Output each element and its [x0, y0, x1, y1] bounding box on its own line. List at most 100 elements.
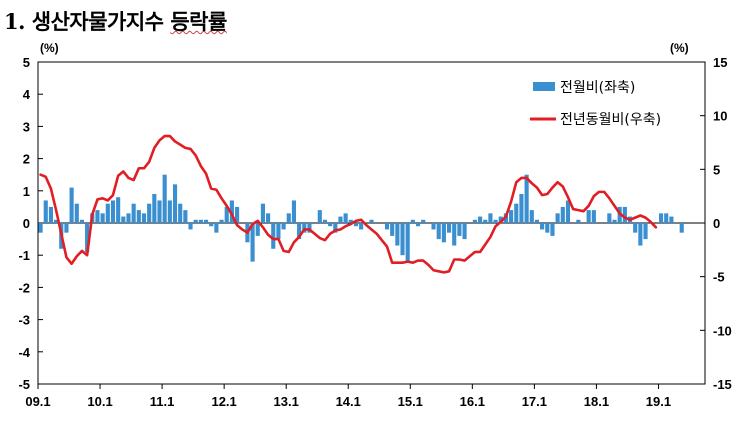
x-tick-label: 09.1	[25, 394, 50, 409]
mom-bar	[266, 213, 271, 223]
mom-bar	[390, 223, 395, 236]
mom-bar	[64, 223, 69, 233]
x-tick-label: 17.1	[522, 394, 547, 409]
chart-title: 1. 생산자물가지수 등락률	[4, 9, 227, 34]
mom-bar	[105, 203, 110, 223]
legend: 전월비(좌축) 전년동월비(우축)	[530, 80, 661, 128]
mom-bar	[555, 213, 560, 223]
mom-bar	[116, 197, 121, 223]
right-axis-unit: (%)	[670, 41, 689, 55]
x-tick-label: 13.1	[274, 394, 299, 409]
x-tick-label: 19.1	[646, 394, 671, 409]
mom-bar	[576, 219, 581, 223]
mom-bar	[353, 223, 359, 227]
yoy-line	[39, 134, 658, 274]
left-axis-unit: (%)	[40, 41, 59, 55]
mom-bar	[286, 213, 291, 223]
legend-label-line: 전년동월비(우축)	[560, 112, 661, 128]
mom-bar	[514, 203, 519, 223]
mom-bar	[121, 216, 126, 223]
mom-bar	[462, 223, 467, 240]
left-tick-label: 0	[23, 216, 30, 231]
mom-bar	[343, 213, 348, 223]
mom-bar	[679, 223, 684, 233]
mom-bar	[85, 223, 90, 252]
mom-bar	[136, 210, 141, 223]
mom-bar	[328, 223, 333, 227]
mom-bar	[488, 213, 493, 223]
left-tick-label: -5	[18, 377, 30, 392]
mom-bar	[441, 223, 446, 243]
mom-bar	[276, 223, 281, 240]
mom-bar	[607, 213, 612, 223]
x-tick-label: 10.1	[87, 394, 112, 409]
mom-bar	[664, 213, 669, 223]
mom-bar	[643, 223, 648, 240]
yoy-line-series	[39, 134, 658, 274]
x-tick-label: 14.1	[336, 394, 361, 409]
mom-bar	[529, 210, 534, 223]
mom-bar	[446, 223, 452, 233]
mom-bar	[281, 223, 286, 230]
mom-bar	[126, 213, 131, 223]
mom-bar	[591, 210, 596, 223]
mom-bar	[297, 223, 302, 240]
left-tick-label: -2	[18, 280, 30, 295]
right-axis: 15 10 5 0 -5 -10 -15	[700, 55, 732, 392]
legend-swatch-bar	[533, 82, 555, 91]
mom-bar	[302, 223, 307, 233]
mom-bar	[338, 216, 343, 223]
mom-bar	[498, 216, 503, 223]
mom-bar	[229, 200, 234, 223]
mom-bar	[395, 223, 400, 246]
mom-bar	[524, 174, 529, 223]
mom-bar	[69, 187, 74, 223]
mom-bar	[633, 223, 638, 233]
mom-bar	[167, 200, 172, 223]
mom-bar	[322, 219, 328, 223]
mom-bar	[100, 213, 105, 223]
mom-bar	[172, 184, 178, 223]
mom-bar	[560, 206, 565, 223]
mom-bar	[400, 223, 405, 256]
mom-bar	[183, 210, 188, 223]
right-tick-label: 10	[713, 109, 727, 124]
mom-bar	[622, 206, 627, 223]
mom-bar	[209, 223, 214, 227]
mom-bar	[74, 203, 79, 223]
mom-bar	[333, 223, 338, 233]
mom-bar	[415, 223, 421, 227]
mom-bar	[147, 203, 152, 223]
mom-bar	[586, 210, 591, 223]
mom-bar	[431, 223, 436, 230]
mom-bar	[224, 206, 229, 223]
mom-bar	[410, 219, 415, 223]
mom-bar	[255, 223, 260, 236]
left-tick-label: 5	[23, 55, 30, 70]
mom-bar	[384, 223, 390, 230]
mom-bar	[110, 200, 116, 223]
mom-bar	[198, 219, 203, 223]
left-axis: 5 4 3 2 1 0 -1 -2 -3 -4 -5	[18, 55, 43, 392]
mom-bar	[193, 219, 198, 223]
mom-bar	[638, 223, 643, 246]
mom-bar	[38, 223, 43, 233]
mom-bar	[95, 210, 100, 223]
mom-bar	[359, 223, 364, 230]
mom-bar	[219, 219, 224, 223]
right-tick-label: 15	[713, 55, 727, 70]
mom-bar	[452, 223, 457, 246]
mom-bar	[545, 223, 550, 233]
mom-bar	[519, 194, 524, 223]
left-tick-label: -4	[18, 345, 30, 360]
mom-bar	[43, 200, 48, 223]
x-tick-label: 11.1	[150, 394, 175, 409]
mom-bar	[271, 223, 276, 249]
mom-bar	[472, 219, 477, 223]
x-tick-label: 12.1	[211, 394, 236, 409]
mom-bar	[260, 203, 265, 223]
mom-bar	[157, 200, 162, 223]
mom-bar	[234, 206, 240, 223]
mom-bar	[178, 203, 183, 223]
mom-bar	[540, 223, 545, 230]
